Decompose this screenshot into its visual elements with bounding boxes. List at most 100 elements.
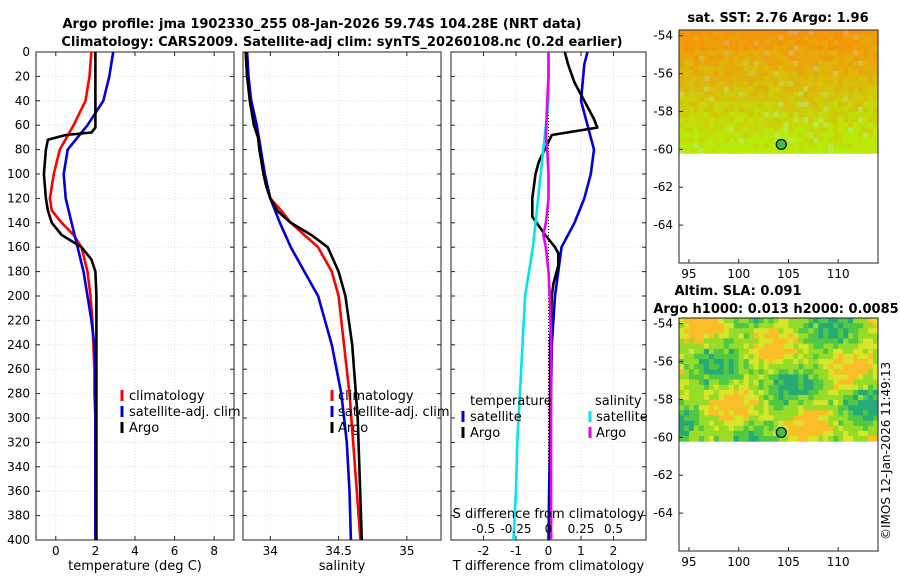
heatmap-cell [778,50,785,57]
x-tick-label: 1 [577,544,585,558]
heatmap-cell [679,30,685,36]
heatmap-cell [783,415,790,422]
heatmap-cell [753,415,760,422]
heatmap-cell [808,127,814,134]
heatmap-cell [848,30,854,36]
heatmap-cell [863,65,869,72]
heatmap-cell [753,40,760,46]
heatmap-cell [763,96,770,103]
heatmap-cell [713,122,720,129]
heatmap-cell [708,35,715,41]
heatmap-cell [848,338,854,345]
heatmap-cell [788,328,795,334]
x-tick-label: 0 [545,544,553,558]
heatmap-cell [818,410,824,417]
heatmap-cell [803,55,809,62]
heatmap-cell [813,117,819,123]
heatmap-cell [818,374,824,381]
heatmap-cell [838,137,844,144]
heatmap-cell [733,364,740,370]
heatmap-cell [828,35,834,41]
heatmap-cell [818,389,824,396]
heatmap-cell [733,60,740,67]
heatmap-cell [788,338,795,345]
heatmap-cell [848,65,854,72]
heatmap-cell [863,137,869,144]
heatmap-cell [783,40,790,46]
heatmap-cell [778,353,785,360]
heatmap-cell [863,436,869,442]
heatmap-cell [758,71,765,77]
heatmap-cell [798,333,804,340]
heatmap-cell [718,60,725,67]
map-frame [678,29,879,264]
heatmap-cell [793,91,799,98]
heatmap-cell [688,338,695,345]
heatmap-cell [693,338,700,345]
heatmap-cell [683,374,690,381]
heatmap-cell [833,343,839,350]
y-tick-label: 180 [7,265,30,279]
heatmap-cell [738,76,745,82]
heatmap-cell [688,127,695,134]
heatmap-cell [773,81,780,88]
heatmap-cell [683,40,690,46]
heatmap-cell [743,318,750,324]
heatmap-cell [713,81,720,88]
heatmap-cell [708,318,715,324]
heatmap-cell [758,425,765,432]
heatmap-cell [758,379,765,386]
heatmap-cell [873,364,879,370]
heatmap-cell [743,50,750,57]
heatmap-cell [768,348,775,355]
heatmap-cell [738,96,745,103]
heatmap-cell [773,65,780,72]
heatmap-cell [868,112,874,118]
heatmap-cell [703,379,710,386]
heatmap-cell [818,60,824,67]
heatmap-cell [818,65,824,72]
heatmap-cell [863,142,869,149]
heatmap-cell [798,338,804,345]
heatmap-cell [688,420,695,427]
heatmap-cell [679,122,685,129]
heatmap-cell [728,35,735,41]
x-tick-label: 110 [827,555,850,569]
heatmap-cell [703,137,710,144]
heatmap-cell [778,436,785,442]
heatmap-cell [858,106,864,113]
heatmap-cell [833,384,839,391]
heatmap-cell [783,127,790,134]
heatmap-cell [873,353,879,360]
heatmap-cell [783,60,790,67]
heatmap-cell [813,328,819,334]
heatmap-cell [853,132,859,139]
heatmap-cell [833,333,839,340]
heatmap-cell [683,71,690,77]
heatmap-cell [853,318,859,324]
heatmap-cell [738,137,745,144]
heatmap-cell [798,117,804,123]
heatmap-cell [803,379,809,386]
heatmap-cell [823,71,829,77]
heatmap-cell [758,318,765,324]
heatmap-cell [743,410,750,417]
heatmap-cell [748,420,755,427]
heatmap-cell [738,359,745,365]
heatmap-cell [848,400,854,406]
heatmap-cell [708,430,715,437]
heatmap-cell [783,359,790,365]
heatmap-cell [763,436,770,442]
heatmap-cell [713,45,720,52]
heatmap-cell [873,132,879,139]
heatmap-cell [793,45,799,52]
heatmap-cell [763,40,770,46]
heatmap-cell [763,132,770,139]
heatmap-cell [743,45,750,52]
heatmap-cell [788,148,795,154]
heatmap-cell [843,86,849,93]
heatmap-cell [783,122,790,129]
heatmap-cell [778,415,785,422]
y-tick-label: 320 [7,435,30,449]
